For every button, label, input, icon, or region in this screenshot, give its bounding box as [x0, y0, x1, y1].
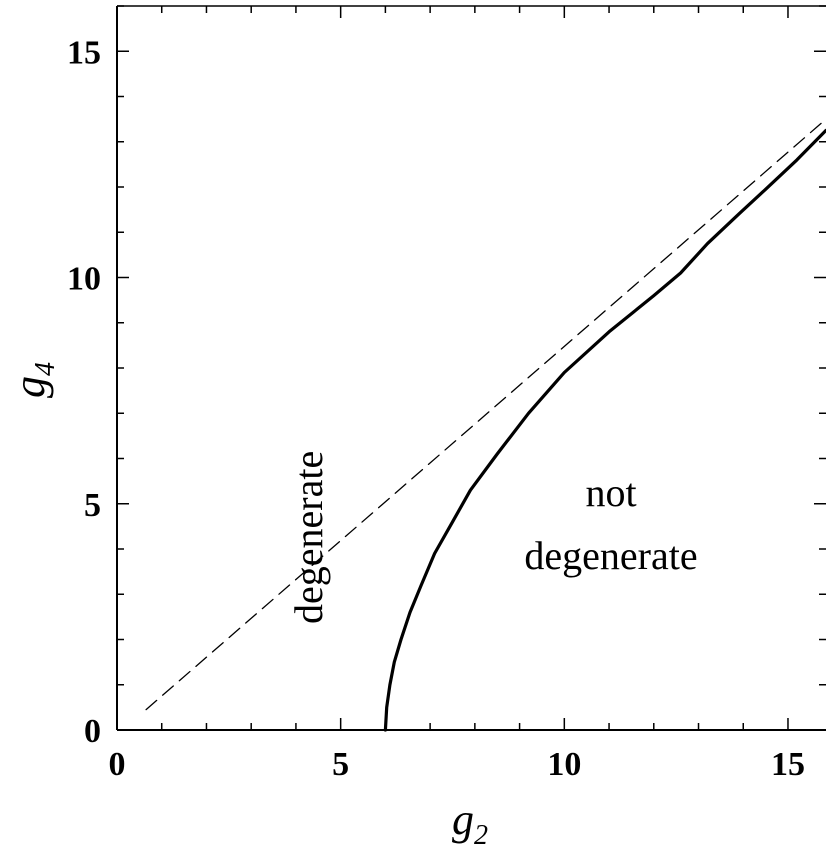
x-axis-ticks: 0 5 10 15	[109, 6, 805, 783]
x-tick-label: 0	[109, 746, 126, 783]
y-tick-label: 0	[84, 713, 101, 750]
plot-frame	[116, 5, 826, 731]
y-tick-label: 15	[67, 34, 101, 71]
y-tick-label: 5	[84, 487, 101, 524]
x-tick-label: 5	[332, 746, 349, 783]
y-tick-label: 10	[67, 261, 101, 298]
x-axis-label: g2	[452, 795, 488, 845]
region-label-degenerate: degenerate	[286, 451, 331, 624]
solid-boundary-curve	[383, 128, 826, 732]
region-label-not: not	[585, 470, 636, 515]
y-axis-ticks: 0 5 10 15	[67, 5, 826, 750]
y-axis-label: g4	[5, 362, 61, 398]
x-tick-label: 15	[771, 746, 805, 783]
region-label-not-degenerate: degenerate	[524, 533, 697, 578]
series-layer	[145, 118, 826, 732]
x-tick-label: 10	[547, 746, 581, 783]
dashed-boundary-line	[145, 118, 826, 711]
